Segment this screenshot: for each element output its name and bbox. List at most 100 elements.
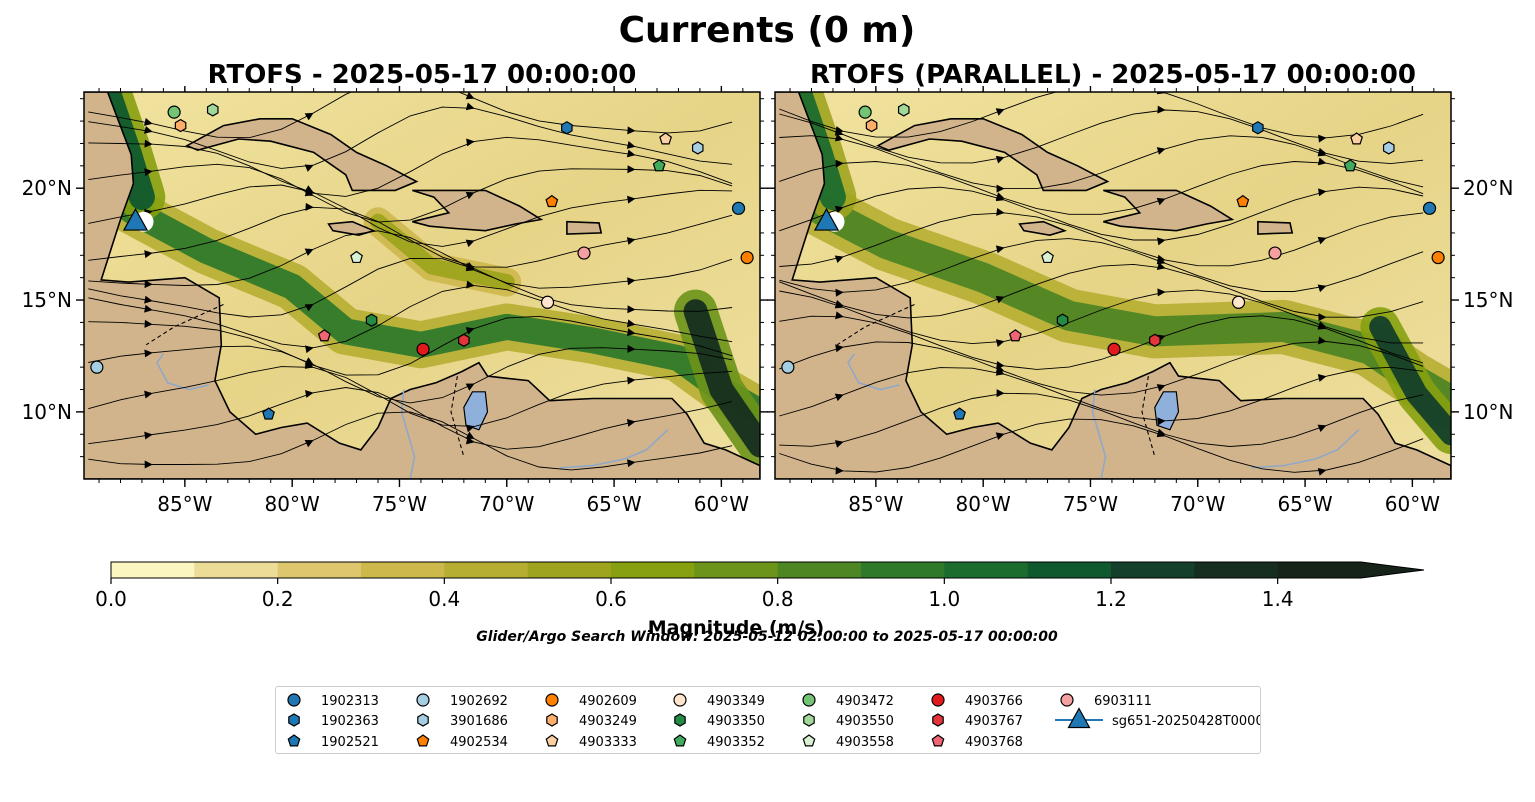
streamline	[88, 136, 733, 197]
streamline-arrow	[1318, 188, 1327, 197]
streamline-arrow	[1157, 254, 1166, 263]
x-tick-label: 85°W	[848, 492, 903, 516]
streamline-arrow	[1317, 424, 1327, 433]
legend-entry-4903550: 4903550	[803, 713, 894, 729]
float-marker-4903352	[652, 159, 666, 172]
float-marker-4903768	[1008, 329, 1022, 342]
streamline	[88, 184, 733, 247]
float-marker-1902363	[561, 121, 573, 135]
float-markers-rtofs-parallel	[781, 103, 1445, 420]
streamline-arrow	[466, 262, 475, 271]
colorbar-segment	[527, 562, 612, 578]
legend-entry-4902609: 4902609	[545, 693, 637, 709]
legend-entry-1902313: 1902313	[287, 693, 379, 709]
plot-frame-rtofs	[83, 91, 761, 480]
legend-entry-4903352: 4903352	[673, 734, 765, 750]
legend-marker	[416, 693, 430, 707]
legend-marker	[931, 693, 945, 707]
legend-label: 4903352	[707, 735, 765, 750]
lake-maracaibo	[463, 391, 489, 431]
legend-marker	[545, 734, 559, 747]
streamline-arrow	[1156, 197, 1166, 206]
float-marker-4903352	[1343, 159, 1357, 172]
streamline-arrow	[1157, 237, 1166, 246]
colorbar-tick-label: 1.4	[1262, 587, 1294, 611]
river	[400, 389, 416, 479]
x-tick-label: 80°W	[956, 492, 1011, 516]
figure-title: Currents (0 m)	[619, 10, 916, 51]
legend-label: 4903768	[965, 735, 1023, 750]
float-marker-1902692	[781, 360, 795, 374]
streamline	[88, 366, 733, 427]
streamline-arrow	[304, 164, 314, 172]
legend-label: 4903333	[579, 735, 637, 750]
streamline-arrow	[627, 459, 636, 468]
colorbar-segment	[1027, 562, 1112, 578]
x-tick-label: 80°W	[265, 492, 320, 516]
streamline-arrow	[144, 349, 153, 358]
streamline-arrow	[1318, 134, 1327, 143]
y-tick-label: 20°N	[1463, 176, 1513, 200]
streamline	[88, 92, 733, 139]
float-marker-4903350	[1056, 313, 1069, 327]
y-tick-label: 15°N	[1463, 288, 1513, 312]
river	[847, 353, 900, 391]
legend-marker	[417, 713, 429, 727]
float-marker-4903767	[1149, 333, 1161, 347]
legend-marker	[673, 693, 687, 707]
streamline-arrow	[626, 141, 636, 149]
streamline-arrow	[304, 304, 314, 312]
x-tick-label: 70°W	[1170, 492, 1225, 516]
streamline-arrow	[144, 280, 153, 289]
streamline-arrow	[627, 376, 636, 385]
streamline	[779, 341, 1424, 396]
float-marker-1902521	[953, 407, 966, 420]
float-marker-4903349	[540, 295, 555, 309]
streamline-arrow	[1317, 157, 1327, 166]
colorbar-outline	[110, 561, 1425, 579]
float-marker-4903350	[365, 313, 378, 327]
x-tick-label: 85°W	[157, 492, 212, 516]
float-marker-4903472	[858, 105, 872, 119]
country-border	[450, 376, 465, 457]
legend-label: 4903558	[836, 735, 894, 750]
streamline-arrow	[143, 126, 153, 134]
river	[156, 353, 209, 391]
legend-marker	[287, 734, 301, 747]
legend-label: 1902521	[321, 735, 379, 750]
streamline	[779, 263, 1424, 319]
streamline-arrow	[465, 436, 475, 445]
streamline-arrow	[626, 149, 636, 158]
current-band-core	[1369, 315, 1451, 446]
float-marker-4903558	[350, 250, 363, 264]
streamline-arrow	[304, 345, 314, 354]
legend-marker	[673, 734, 687, 747]
legend-marker	[932, 713, 944, 727]
colorbar-segment	[194, 562, 279, 578]
colorbar-tick-label: 0.8	[762, 587, 794, 611]
streamline	[88, 411, 733, 471]
float-marker-1902313	[731, 201, 746, 215]
streamline-arrow	[1317, 467, 1327, 476]
float-marker-4903333	[659, 132, 672, 145]
float-marker-4903767	[458, 333, 470, 347]
legend-entry-4903768: 4903768	[931, 734, 1023, 750]
streamline-arrow	[465, 102, 475, 111]
streamline-arrow	[144, 431, 153, 440]
float-marker-3901686	[1382, 141, 1395, 155]
float-marker-6903111	[1268, 246, 1282, 260]
streamline-arrow	[305, 390, 314, 398]
streamline-arrow	[834, 393, 844, 402]
legend-entry-4903249: 4903249	[546, 713, 637, 729]
streamline	[779, 418, 1424, 473]
streamline-arrow	[466, 280, 475, 289]
streamline	[779, 366, 1424, 422]
legend-entry-4903349: 4903349	[673, 693, 765, 709]
legend-label: 4903550	[836, 714, 894, 729]
streamline-arrow	[996, 389, 1005, 398]
float-marker-4903550	[206, 103, 219, 117]
streamline-arrow	[1156, 428, 1166, 437]
float-markers-rtofs	[90, 103, 754, 420]
river	[1091, 389, 1107, 479]
streamlines-rtofs	[88, 92, 733, 471]
